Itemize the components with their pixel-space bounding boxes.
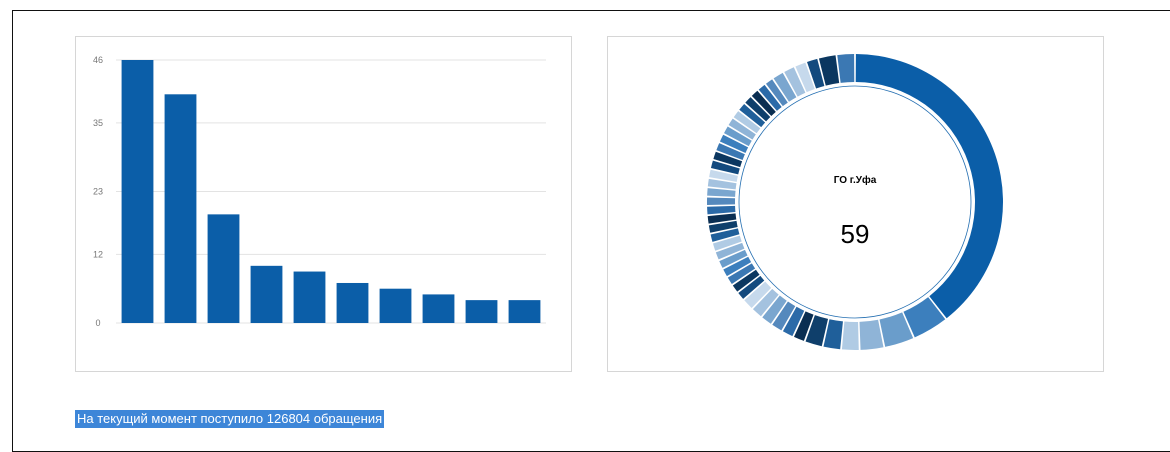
bar	[336, 282, 369, 323]
donut-slice	[707, 188, 736, 197]
donut-slice	[719, 134, 749, 153]
donut-slice	[855, 54, 1004, 319]
donut-chart-panel: ГО г.Уфа 59	[607, 36, 1104, 372]
donut-slice	[710, 160, 740, 175]
donut-slice	[805, 315, 829, 347]
bar	[250, 265, 283, 323]
donut-slice	[724, 126, 752, 147]
donut-slice	[784, 67, 806, 97]
donut-slice	[762, 295, 787, 324]
donut-slice	[782, 306, 805, 337]
donut-slice	[807, 58, 825, 89]
donut-slice	[794, 311, 814, 341]
donut-slice	[712, 235, 742, 251]
donut-slice	[739, 103, 766, 128]
donut-slice	[903, 297, 946, 338]
donut-slice	[707, 205, 736, 215]
bar-chart: 0 12 23 35 46	[93, 55, 546, 328]
donut-slice	[716, 143, 745, 160]
donut-slice	[773, 72, 797, 102]
bar-chart-panel: 0 12 23 35 46	[75, 36, 572, 372]
bar	[207, 214, 240, 323]
donut-slice	[772, 301, 796, 331]
donut-slice	[859, 319, 884, 350]
bar	[422, 294, 455, 323]
donut-slice	[841, 321, 859, 350]
donut-slice	[713, 151, 743, 168]
donut-slice	[751, 90, 776, 116]
donut-slice	[765, 79, 788, 107]
donut-slice	[758, 84, 782, 111]
donut-chart: ГО г.Уфа 59	[707, 54, 1004, 350]
y-tick-label: 35	[93, 118, 103, 128]
donut-center-label: ГО г.Уфа	[834, 174, 877, 186]
bar	[121, 60, 154, 323]
bar	[508, 300, 541, 323]
y-tick-label: 23	[93, 187, 103, 197]
donut-slice	[728, 118, 756, 140]
bar	[465, 300, 498, 323]
bar	[164, 94, 197, 323]
donut-slice	[715, 242, 745, 260]
donut-slice	[752, 288, 779, 317]
donut-slice	[708, 220, 738, 233]
donut-slice	[745, 97, 771, 122]
donut-slice	[727, 263, 756, 285]
donut-slice	[707, 178, 737, 190]
donut-slice	[719, 249, 748, 268]
y-tick-label: 0	[95, 318, 100, 328]
total-requests-text: На текущий момент поступило 126804 обращ…	[75, 410, 385, 428]
donut-slice	[738, 275, 765, 299]
donut-slice	[709, 169, 738, 182]
donut-slice	[707, 213, 737, 224]
y-tick-label: 12	[93, 249, 103, 259]
donut-slice	[732, 269, 760, 292]
donut-slice	[837, 54, 855, 83]
y-tick-label: 46	[93, 55, 103, 65]
donut-inner-ring	[738, 85, 972, 319]
donut-slice	[823, 319, 843, 350]
donut-slice	[744, 281, 772, 308]
donut-slice	[707, 197, 736, 205]
bar	[379, 288, 412, 323]
donut-slice	[710, 228, 740, 242]
donut-slice	[795, 62, 815, 93]
donut-slice	[879, 312, 914, 347]
donut-slice	[723, 256, 752, 277]
donut-slice	[818, 55, 840, 86]
donut-slice	[733, 111, 761, 134]
bar	[293, 271, 326, 323]
donut-center-value: 59	[841, 219, 870, 249]
